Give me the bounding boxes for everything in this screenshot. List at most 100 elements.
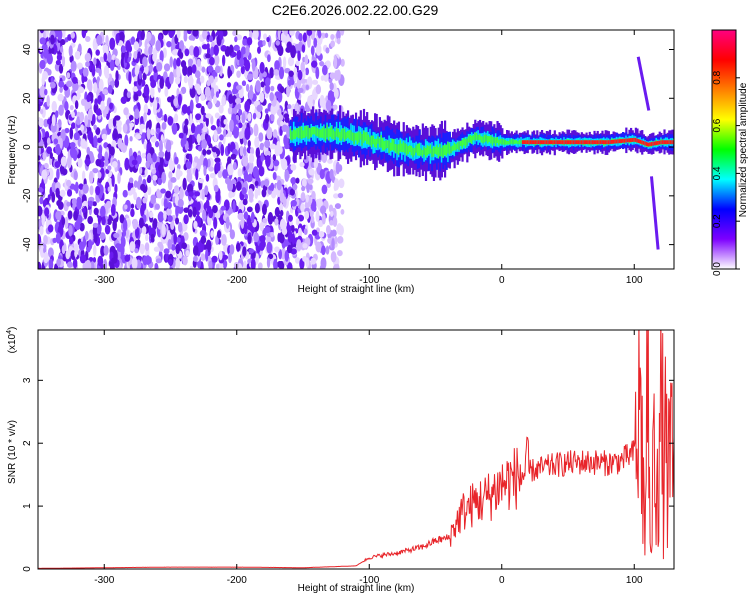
spectrogram-noise-cell	[200, 105, 205, 116]
spectrogram-noise-cell	[319, 61, 325, 67]
spectrogram-noise-cell	[128, 177, 134, 184]
spectrogram-signal-cell	[386, 140, 389, 148]
spectrogram-noise-cell	[267, 212, 274, 225]
spectrogram-signal-cell	[364, 132, 367, 141]
spectrogram-noise-cell	[80, 124, 84, 132]
spectrogram-noise-cell	[48, 258, 54, 269]
spectrogram-noise-cell	[340, 30, 345, 36]
spectrogram-noise-cell	[139, 167, 143, 175]
spectrogram-noise-cell	[255, 80, 261, 93]
spectrogram-noise-cell	[244, 193, 249, 201]
spectrogram-peak-cell	[618, 139, 622, 144]
spectrogram-signal-cell	[448, 143, 451, 155]
y-tick-label: 0	[22, 144, 33, 150]
spectrogram-noise-cell	[228, 252, 232, 264]
spectrogram-noise-cell	[247, 224, 252, 231]
spectrogram-noise-cell	[244, 59, 251, 72]
spectrogram-noise-cell	[198, 178, 205, 184]
spectrogram-noise-cell	[173, 185, 180, 194]
spectrogram-peak-cell	[649, 142, 652, 147]
spectrogram-noise-cell	[250, 258, 256, 269]
spectrogram-peak-cell	[533, 140, 536, 145]
spectrogram-noise-cell	[123, 107, 129, 116]
spectrogram-noise-cell	[177, 48, 182, 58]
spectrogram-noise-cell	[160, 188, 166, 194]
spectrogram-noise-cell	[179, 187, 184, 201]
spectrogram-noise-cell	[256, 111, 262, 119]
spectrogram-noise-cell	[262, 217, 268, 224]
spectrogram-noise-cell	[88, 170, 94, 184]
spectrogram-noise-cell	[38, 103, 41, 112]
spectrogram-signal-cell	[304, 126, 307, 139]
spectrogram-noise-cell	[130, 203, 135, 209]
snr-panel: -300 -200 -100 0 100 0 1 2 3 Height of straight …	[6, 327, 675, 594]
spectrogram-noise-cell	[204, 185, 209, 196]
spectrogram-signal-cell	[350, 130, 353, 141]
spectrogram-signal-cell	[415, 145, 418, 153]
colorbar-ticks: 0.0 0.2 0.4 0.6 0.8	[712, 70, 740, 276]
spectrogram-noise-cell	[302, 32, 307, 43]
spectrogram-peak-cell	[542, 140, 545, 145]
spectrogram-noise-cell	[118, 31, 125, 43]
spectrogram-noise-cell	[193, 220, 198, 230]
spectrogram-noise-cell	[79, 254, 87, 264]
spectrogram-noise-cell	[114, 58, 120, 67]
spectrogram-noise-cell	[112, 218, 117, 232]
spectrogram-noise-cell	[303, 228, 308, 235]
spectrogram-noise-cell	[93, 82, 98, 94]
spectrogram-noise-cell	[272, 107, 278, 114]
spectrogram-noise-cell	[208, 260, 213, 269]
x-tick-label: -300	[94, 575, 114, 586]
spectrogram-signal-cell	[318, 129, 321, 138]
spectrogram-noise-cell	[146, 31, 152, 42]
spectrogram-noise-cell	[109, 146, 115, 156]
spectrogram-peak-cell	[642, 140, 645, 145]
spectrogram-noise-cell	[87, 216, 94, 225]
spectrogram-noise-cell	[72, 76, 78, 84]
spectrogram-peak-cell	[521, 140, 525, 145]
spectrogram-noise-cell	[195, 103, 202, 109]
spectrogram-noise-cell	[289, 30, 295, 36]
snr-plot-area	[38, 330, 674, 569]
spectrogram-noise-cell	[249, 147, 255, 156]
spectrogram-noise-cell	[124, 51, 128, 64]
spectrogram-noise-cell	[102, 109, 107, 116]
spectrogram-signal-cell	[453, 142, 456, 151]
spectrogram-noise-cell	[286, 85, 291, 98]
spectrogram-signal-cell	[404, 143, 407, 154]
spectrogram-noise-cell	[311, 229, 318, 236]
spectrogram-noise-cell	[239, 57, 245, 68]
spectrogram-signal-cell	[505, 140, 509, 145]
spectrogram-signal-cell	[507, 141, 510, 145]
spectrogram-noise-cell	[183, 207, 190, 214]
spectrogram-noise-cell	[124, 157, 130, 171]
spectrogram-noise-cell	[173, 113, 179, 123]
spectrogram-noise-cell	[154, 262, 159, 269]
spectrogram-noise-cell	[196, 58, 201, 67]
spectrogram-peak-cell	[612, 139, 615, 144]
spectrogram-peak-cell	[534, 140, 537, 145]
spectrogram-noise-cell	[163, 113, 168, 123]
spectrogram-noise-cell	[233, 44, 240, 52]
spectrogram-noise-cell	[259, 71, 263, 81]
spectrogram-noise-cell	[215, 91, 220, 98]
spectrogram-noise-cell	[68, 224, 73, 237]
spectrogram-noise-cell	[95, 158, 102, 167]
spectrogram-noise-cell	[143, 103, 149, 115]
spectrogram-peak-cell	[569, 140, 572, 145]
spectrogram-noise-cell	[154, 203, 160, 210]
spectrogram-noise-cell	[242, 146, 247, 157]
spectrogram-noise-cell	[81, 98, 87, 106]
spectrogram-noise-cell	[286, 244, 293, 254]
spectrogram-noise-cell	[247, 112, 252, 122]
spectrogram-noise-cell	[145, 233, 149, 242]
spectrogram-signal-cell	[334, 131, 337, 141]
colorbar-tick-label: 0.0	[712, 262, 723, 276]
spectrogram-noise-cell	[297, 214, 305, 222]
spectrogram-noise-cell	[193, 46, 200, 58]
spectrogram-noise-cell	[157, 241, 163, 248]
spectrogram-noise-cell	[170, 220, 175, 231]
spectrogram-peak-cell	[622, 138, 625, 143]
spectrogram-noise-cell	[178, 132, 185, 139]
